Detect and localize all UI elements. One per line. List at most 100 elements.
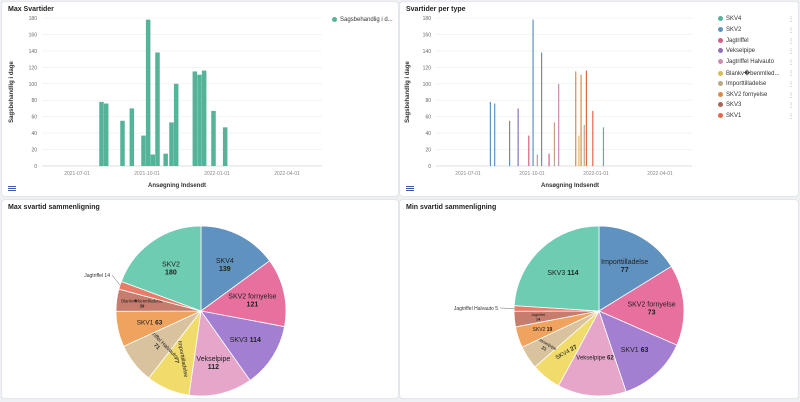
slice-label-name: Vekselpipe bbox=[576, 356, 607, 362]
slice-label-name: SKV2 fornyelse bbox=[228, 293, 276, 300]
legend-item[interactable]: SKV2 bbox=[718, 26, 741, 33]
y-tick-label: 140 bbox=[423, 49, 432, 55]
y-tick-label: 80 bbox=[31, 98, 37, 104]
x-tick-label: 2022-04-01 bbox=[274, 171, 300, 177]
slice-label-name: Blankv�benmlladelse bbox=[121, 298, 163, 303]
bar bbox=[553, 122, 555, 166]
panel-svartider-per-type: Svartider per type SKV4 ⋮ SKV2 ⋮ Jagtriffel ⋮… bbox=[400, 2, 798, 196]
pie-slice bbox=[598, 265, 685, 346]
legend-options-icon[interactable]: ⋮ bbox=[788, 60, 794, 67]
panel-max-sammenligning: Max svartid sammenligning SKV4 139 SKV2 fo… bbox=[2, 200, 398, 398]
bar bbox=[580, 74, 582, 166]
legend-item[interactable]: Vekselpipe bbox=[718, 48, 755, 54]
legend-dot bbox=[718, 70, 723, 76]
legend-options-icon[interactable]: ⋮ bbox=[788, 17, 794, 23]
slice-label-value: 63 bbox=[641, 347, 649, 354]
slice-label-value: 114 bbox=[250, 337, 261, 344]
y-tick-label: 40 bbox=[425, 131, 431, 137]
bar bbox=[528, 135, 530, 166]
legend-item[interactable]: SKV3 bbox=[718, 102, 741, 108]
bar bbox=[169, 122, 174, 166]
y-axis-title: Sagsbehandlig i dage bbox=[9, 61, 15, 123]
y-tick-label: 140 bbox=[29, 49, 38, 55]
y-axis-title: Sagsbehandlig i dage bbox=[405, 61, 411, 123]
slice-label-value: 19 bbox=[547, 327, 553, 333]
x-axis-title: Ansøgning Indsendt bbox=[541, 183, 599, 189]
bar bbox=[141, 135, 146, 166]
legend-dot bbox=[718, 102, 723, 108]
y-tick-label: 100 bbox=[29, 82, 38, 88]
slice-label: SKV1 63 bbox=[621, 347, 649, 354]
bar bbox=[583, 124, 585, 166]
x-tick-label: 2022-04-01 bbox=[647, 171, 673, 177]
legend-options-icon[interactable]: ⋮ bbox=[788, 103, 794, 110]
bar bbox=[99, 101, 104, 166]
panel-min-sammenligning: Min svartid sammenligning Importtilladel… bbox=[400, 200, 798, 398]
bar bbox=[509, 120, 511, 166]
legend-item[interactable]: Blankv�benmlled... bbox=[718, 70, 780, 77]
legend-dot bbox=[718, 16, 723, 21]
legend-dot bbox=[718, 59, 723, 65]
inspect-icon[interactable] bbox=[8, 185, 16, 192]
legend-item[interactable]: Jagtriffel bbox=[718, 37, 749, 44]
bar bbox=[197, 74, 202, 166]
inspect-icon[interactable] bbox=[406, 185, 414, 192]
slice-label-name: Importtilladelse bbox=[601, 259, 648, 266]
slice-label-name: SKV1 bbox=[137, 319, 155, 326]
bar bbox=[173, 83, 179, 166]
legend-item[interactable]: SKV1 bbox=[718, 113, 741, 119]
legend-item[interactable]: Importtilladelse bbox=[718, 80, 766, 87]
slice-label: Jagtriffel 14 bbox=[84, 273, 110, 279]
y-tick-label: 80 bbox=[425, 98, 431, 104]
y-tick-label: 60 bbox=[31, 115, 37, 121]
legend-options-icon[interactable]: ⋮ bbox=[788, 38, 794, 45]
slice-label-name: SKV2 bbox=[533, 327, 547, 333]
bar bbox=[211, 110, 216, 166]
legend-item[interactable]: Jagtriffel Halvauto bbox=[718, 59, 774, 65]
slice-label-value: 112 bbox=[208, 364, 219, 371]
legend-options-icon[interactable]: ⋮ bbox=[788, 49, 794, 56]
slice-label-name: Vekselpipe bbox=[196, 356, 230, 363]
bar bbox=[575, 71, 577, 166]
legend-dot bbox=[718, 48, 723, 54]
x-tick-label: 2022-01-01 bbox=[583, 171, 609, 177]
x-axis-title: Ansøgning Indsendt bbox=[148, 183, 206, 189]
legend-item[interactable]: SKV4 bbox=[718, 16, 741, 22]
slice-label-value: 71 bbox=[152, 343, 161, 352]
slice-label-value: 114 bbox=[567, 270, 578, 277]
y-tick-label: 180 bbox=[29, 16, 38, 22]
legend-options-icon[interactable]: ⋮ bbox=[788, 114, 794, 121]
bar bbox=[163, 153, 168, 166]
slice-label: Vekselpipe 62 bbox=[576, 356, 614, 362]
bar bbox=[536, 154, 538, 166]
bar bbox=[578, 135, 580, 166]
legend-options-icon[interactable]: ⋮ bbox=[788, 92, 794, 99]
slice-label-text: SKV1 63 bbox=[621, 347, 649, 354]
legend-label: Blankv�benmlled... bbox=[726, 71, 780, 77]
pie-slice bbox=[200, 260, 287, 328]
legend-options-icon[interactable]: ⋮ bbox=[788, 71, 794, 77]
slice-label-text: SKV2 19 bbox=[533, 327, 553, 333]
legend-item[interactable]: Sagsbehandlig i d... bbox=[332, 17, 393, 23]
panel-title: Min svartid sammenligning bbox=[406, 204, 497, 211]
pie-slice bbox=[188, 309, 251, 397]
legend-options-icon[interactable]: ⋮ bbox=[788, 27, 794, 34]
bar bbox=[489, 101, 491, 166]
legend-label: SKV4 bbox=[726, 16, 742, 23]
pie-slice bbox=[120, 225, 202, 312]
pie-slice bbox=[598, 225, 672, 312]
x-tick-label: 2021-07-01 bbox=[455, 171, 481, 177]
x-tick-label: 2022-01-01 bbox=[204, 171, 230, 177]
bar bbox=[532, 19, 534, 167]
legend-item[interactable]: SKV2 fornyelse bbox=[718, 91, 767, 98]
y-tick-label: 100 bbox=[423, 82, 432, 88]
legend-options-icon[interactable]: ⋮ bbox=[788, 81, 794, 88]
bar bbox=[602, 127, 605, 166]
bar-chart-max-svartider: Sagsbehandlig i dage Ansøgning Indsendt … bbox=[9, 16, 322, 189]
legend-label: Jagtriffel bbox=[726, 37, 749, 44]
pie-slice bbox=[513, 225, 600, 312]
